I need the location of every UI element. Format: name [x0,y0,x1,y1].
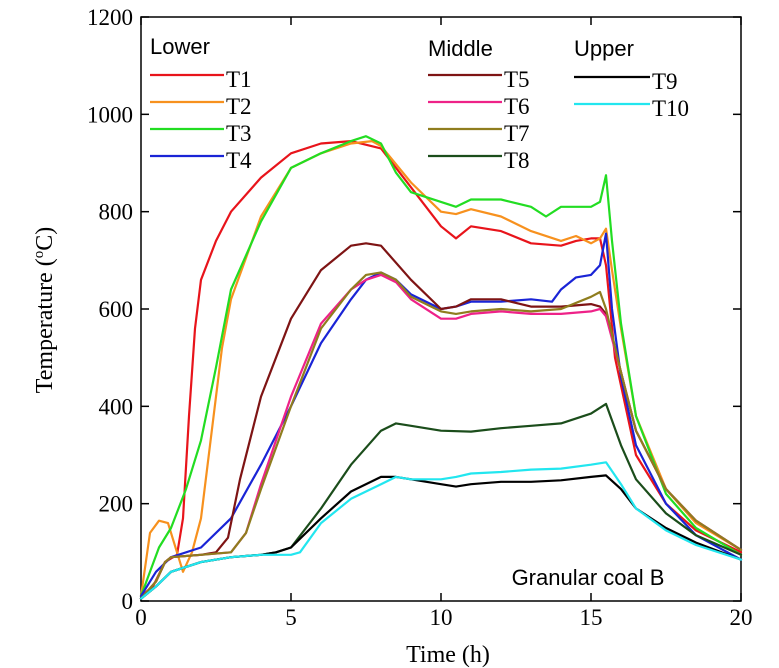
legend-label: T7 [504,121,530,146]
x-tick-label: 0 [135,605,147,630]
y-tick-label: 1000 [87,102,133,127]
series-lines [139,135,743,600]
legend-label: T10 [652,96,689,121]
series-line-t10 [139,461,743,600]
y-tick-label: 1200 [87,5,133,30]
y-axis-title-sup: o [31,251,47,259]
legend-label: T9 [652,69,678,94]
legend-group-title: Upper [574,36,634,61]
legend-label: T5 [504,67,530,92]
series-line-t3 [139,135,743,598]
x-tick-label: 15 [580,605,603,630]
chart-annotation: Granular coal B [512,565,665,590]
y-tick-label: 400 [99,394,134,419]
y-axis-title: Temperature (oC) [31,227,58,393]
y-tick-label: 600 [99,297,134,322]
series-line-t7 [139,271,743,600]
y-axis-title-main: Temperature ( [32,258,58,393]
y-tick-label: 800 [99,200,134,225]
y-tick-label: 0 [122,589,134,614]
legend-label: T8 [504,148,530,173]
legend-label: T3 [226,121,252,146]
series-line-t1 [139,140,743,598]
x-axis-title: Time (h) [406,642,490,668]
x-tick-label: 20 [730,605,753,630]
x-tick-label: 10 [430,605,453,630]
legend-group-title: Lower [150,34,210,59]
legend-group-title: Middle [428,36,493,61]
legend-label: T4 [226,148,252,173]
x-tick-label: 5 [285,605,297,630]
series-line-t2 [139,140,743,598]
legend-label: T6 [504,94,530,119]
legend-label: T1 [226,67,252,92]
y-axis-title-end: C) [32,227,58,251]
series-line-t6 [139,273,743,600]
legend-label: T2 [226,94,252,119]
y-tick-label: 200 [99,492,134,517]
